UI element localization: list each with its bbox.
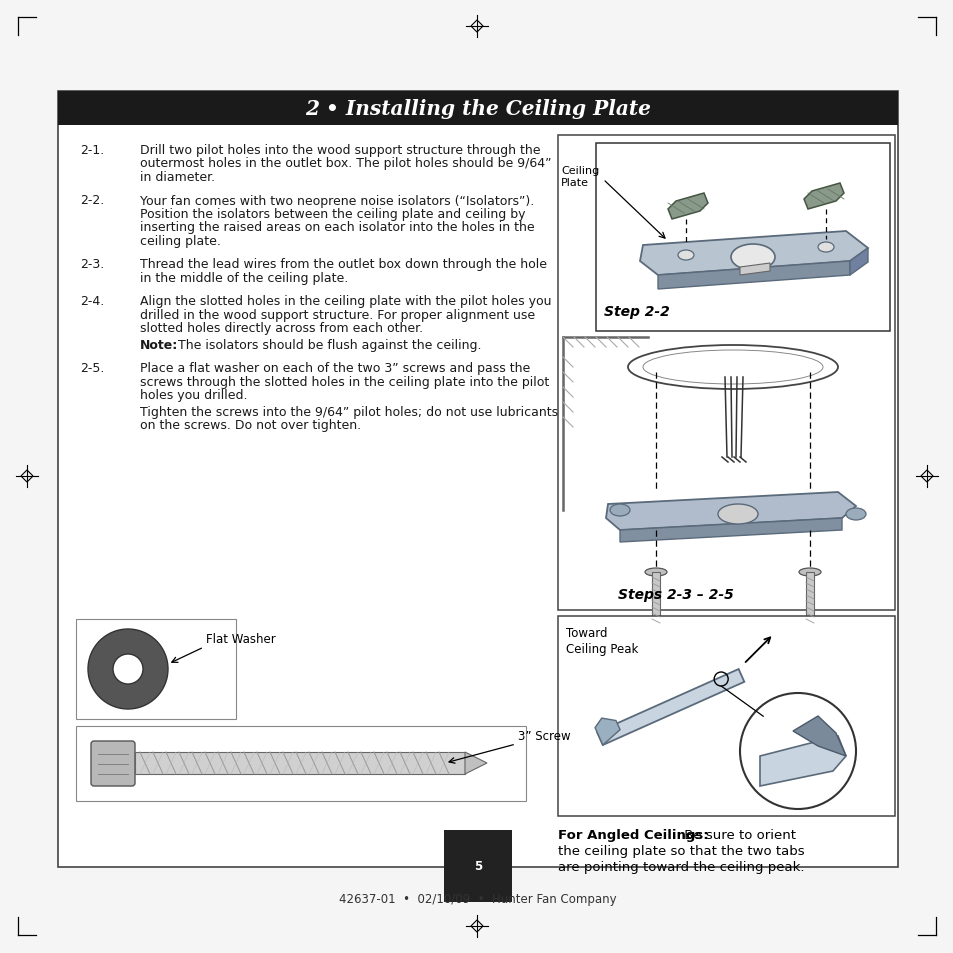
Text: ceiling plate.: ceiling plate. xyxy=(140,234,221,248)
Polygon shape xyxy=(849,249,867,275)
Polygon shape xyxy=(597,669,743,745)
Text: in the middle of the ceiling plate.: in the middle of the ceiling plate. xyxy=(140,272,348,285)
Text: Position the isolators between the ceiling plate and ceiling by: Position the isolators between the ceili… xyxy=(140,208,525,221)
Text: The isolators should be flush against the ceiling.: The isolators should be flush against th… xyxy=(173,338,481,352)
Ellipse shape xyxy=(845,509,865,520)
Text: Drill two pilot holes into the wood support structure through the: Drill two pilot holes into the wood supp… xyxy=(140,144,540,157)
Text: 3” Screw: 3” Screw xyxy=(517,729,570,742)
Text: outermost holes in the outlet box. The pilot holes should be 9/64”: outermost holes in the outlet box. The p… xyxy=(140,157,551,171)
Text: Your fan comes with two neoprene noise isolators (“Isolators”).: Your fan comes with two neoprene noise i… xyxy=(140,194,534,208)
Text: the ceiling plate so that the two tabs: the ceiling plate so that the two tabs xyxy=(558,844,803,857)
Text: Thread the lead wires from the outlet box down through the hole: Thread the lead wires from the outlet bo… xyxy=(140,258,546,272)
Text: For Angled Ceilings:: For Angled Ceilings: xyxy=(558,828,708,841)
Bar xyxy=(596,144,889,332)
Polygon shape xyxy=(651,627,659,638)
Text: drilled in the wood support structure. For proper alignment use: drilled in the wood support structure. F… xyxy=(140,309,535,322)
Bar xyxy=(76,619,235,720)
Ellipse shape xyxy=(799,568,821,577)
Ellipse shape xyxy=(678,251,693,261)
Bar xyxy=(805,573,813,627)
Text: Step 2-2: Step 2-2 xyxy=(603,305,669,318)
Text: in diameter.: in diameter. xyxy=(140,171,214,184)
Polygon shape xyxy=(464,752,486,774)
Text: Ceiling
Plate: Ceiling Plate xyxy=(560,166,598,188)
Polygon shape xyxy=(803,184,843,210)
Text: Toward
Ceiling Peak: Toward Ceiling Peak xyxy=(565,626,638,656)
Text: 2-4.: 2-4. xyxy=(80,295,104,308)
FancyBboxPatch shape xyxy=(91,741,135,786)
Polygon shape xyxy=(595,719,619,745)
Text: 2-5.: 2-5. xyxy=(80,362,104,375)
Ellipse shape xyxy=(609,504,629,517)
Polygon shape xyxy=(667,193,707,220)
Polygon shape xyxy=(639,232,867,275)
Text: slotted holes directly across from each other.: slotted holes directly across from each … xyxy=(140,322,423,335)
Text: Steps 2-3 – 2-5: Steps 2-3 – 2-5 xyxy=(618,587,733,601)
Text: Be sure to orient: Be sure to orient xyxy=(679,828,795,841)
Ellipse shape xyxy=(817,243,833,253)
Text: Tighten the screws into the 9/64” pilot holes; do not use lubricants: Tighten the screws into the 9/64” pilot … xyxy=(140,406,558,418)
Bar xyxy=(558,617,894,816)
Polygon shape xyxy=(605,493,855,531)
Bar xyxy=(58,91,897,867)
Polygon shape xyxy=(619,518,841,542)
Bar xyxy=(558,136,894,610)
Text: Align the slotted holes in the ceiling plate with the pilot holes you: Align the slotted holes in the ceiling p… xyxy=(140,295,551,308)
Text: Note:: Note: xyxy=(140,338,178,352)
Ellipse shape xyxy=(730,245,774,271)
Circle shape xyxy=(740,693,855,809)
Text: Place a flat washer on each of the two 3” screws and pass the: Place a flat washer on each of the two 3… xyxy=(140,362,530,375)
Text: 42637-01  •  02/10/09  •  Hunter Fan Company: 42637-01 • 02/10/09 • Hunter Fan Company xyxy=(339,893,617,905)
Polygon shape xyxy=(760,737,845,786)
Text: 2-2.: 2-2. xyxy=(80,194,104,208)
Bar xyxy=(135,752,464,774)
Polygon shape xyxy=(658,262,849,290)
Bar xyxy=(58,91,897,126)
Ellipse shape xyxy=(644,568,666,577)
Text: on the screws. Do not over tighten.: on the screws. Do not over tighten. xyxy=(140,419,361,432)
Bar xyxy=(651,573,659,627)
Circle shape xyxy=(88,629,168,709)
Text: Flat Washer: Flat Washer xyxy=(206,633,275,645)
Text: screws through the slotted holes in the ceiling plate into the pilot: screws through the slotted holes in the … xyxy=(140,375,549,389)
Bar xyxy=(76,726,525,801)
Polygon shape xyxy=(805,627,813,638)
Text: 2-3.: 2-3. xyxy=(80,258,104,272)
Text: holes you drilled.: holes you drilled. xyxy=(140,389,247,402)
Polygon shape xyxy=(792,717,845,757)
Text: 5: 5 xyxy=(474,860,481,873)
Polygon shape xyxy=(740,264,769,275)
Ellipse shape xyxy=(718,504,758,524)
Text: 2 • Installing the Ceiling Plate: 2 • Installing the Ceiling Plate xyxy=(305,99,650,119)
Text: inserting the raised areas on each isolator into the holes in the: inserting the raised areas on each isola… xyxy=(140,221,534,234)
Circle shape xyxy=(112,655,143,684)
Text: are pointing toward the ceiling peak.: are pointing toward the ceiling peak. xyxy=(558,861,803,873)
Text: 2-1.: 2-1. xyxy=(80,144,104,157)
